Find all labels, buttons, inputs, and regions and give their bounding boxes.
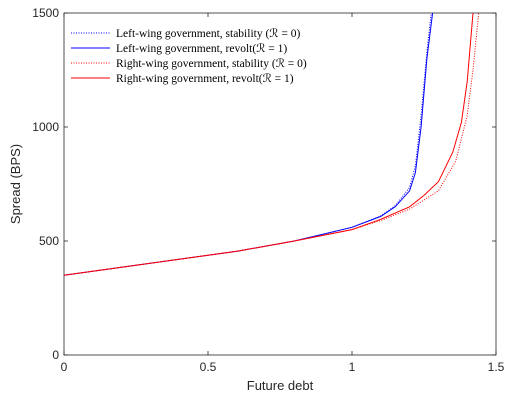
plot-area <box>63 12 497 356</box>
y-tick-label: 0 <box>52 348 59 362</box>
y-axis-label: Spread (BPS) <box>8 144 23 224</box>
ticks-layer: 0 0.5 1 1.5 0 500 1000 1500 <box>32 6 504 374</box>
x-tick-label: 1.5 <box>488 360 505 374</box>
x-tick-label: 0 <box>61 360 68 374</box>
legend-label-1: Left-wing government, stability (ℛ = 0) <box>116 27 300 40</box>
legend: Left-wing government, stability (ℛ = 0) L… <box>71 27 307 85</box>
series-layer <box>63 12 480 276</box>
y-tick-label: 1500 <box>32 6 59 20</box>
x-tick-label: 1 <box>349 360 356 374</box>
series-line-4 <box>63 12 474 276</box>
y-tick-label: 1000 <box>32 120 59 134</box>
series-line-3 <box>63 12 480 276</box>
y-tick-label: 500 <box>39 234 59 248</box>
legend-label-3: Right-wing government, stability (ℛ = 0) <box>116 57 307 70</box>
legend-label-2: Left-wing government, revolt(ℛ = 1) <box>116 42 287 55</box>
x-tick-label: 0.5 <box>200 360 217 374</box>
x-axis-label: Future debt <box>247 378 314 393</box>
legend-label-4: Right-wing government, revolt(ℛ = 1) <box>116 72 294 85</box>
